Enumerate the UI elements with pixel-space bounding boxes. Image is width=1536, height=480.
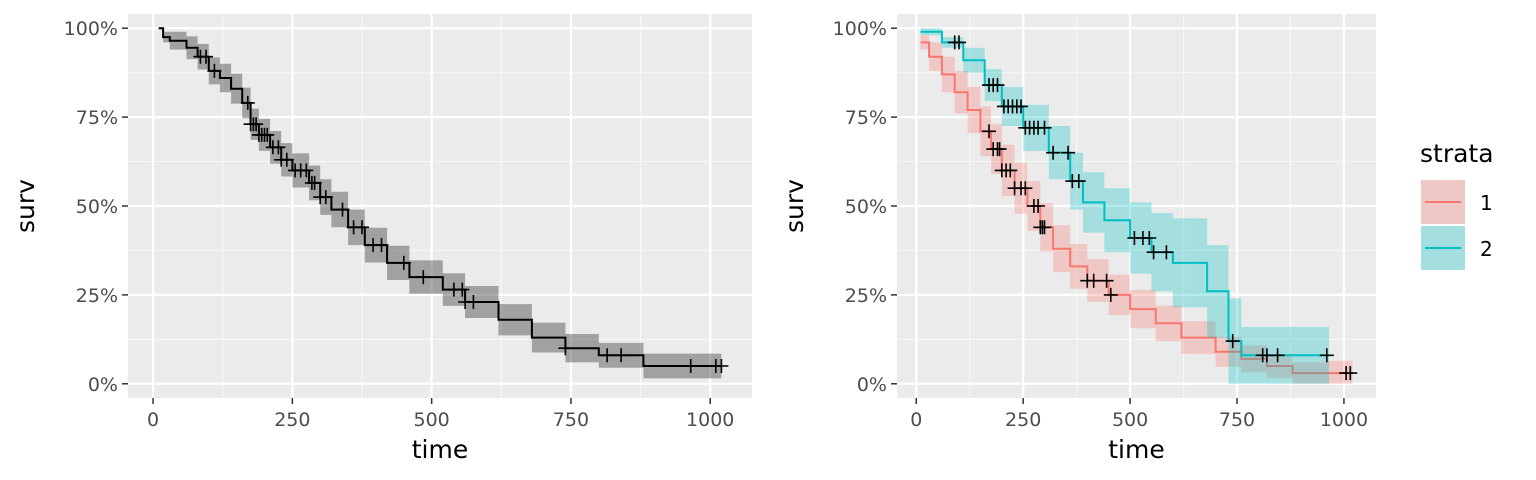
censor-mark <box>307 175 322 190</box>
censor-mark <box>1037 120 1052 135</box>
x-axis-title: time <box>1108 435 1164 464</box>
censor-mark <box>1270 348 1285 363</box>
censor-mark <box>207 63 222 78</box>
censor-mark <box>335 202 350 217</box>
x-tick-label: 750 <box>1219 409 1255 431</box>
y-axis-title: surv <box>11 179 40 233</box>
censor-mark <box>1319 348 1334 363</box>
censor-mark <box>1037 220 1052 235</box>
censor-mark <box>600 348 615 363</box>
x-tick-label: 750 <box>553 409 589 431</box>
confidence-band <box>158 28 722 379</box>
censor-mark <box>990 78 1005 93</box>
censor-mark <box>271 140 286 155</box>
x-tick-label: 250 <box>274 409 310 431</box>
right-survival-plot: 0 250 500 750 1000 0% 25% 50% 75% 100% time surv <box>780 14 1376 464</box>
censor-mark <box>355 220 369 235</box>
censor-mark <box>1146 245 1161 260</box>
confidence-band-strata-1 <box>920 35 1353 384</box>
x-tick-label: 500 <box>414 409 450 431</box>
x-tick-label: 0 <box>147 409 159 431</box>
y-tick-label: 0% <box>88 374 118 396</box>
censor-mark <box>199 49 213 64</box>
survival-curve-strata-1 <box>920 41 1353 375</box>
censor-mark <box>1159 245 1174 260</box>
censor-mark <box>1071 174 1086 189</box>
y-axis-title: surv <box>780 179 809 233</box>
censor-mark <box>1018 181 1033 196</box>
x-tick-label: 1000 <box>686 409 734 431</box>
left-survival-plot: 0 250 500 750 1000 0% 25% 50% 75% 100% time surv <box>11 14 752 464</box>
censor-mark <box>396 255 411 270</box>
censor-mark <box>466 295 481 309</box>
censor-mark <box>952 35 966 50</box>
censor-mark <box>683 359 698 373</box>
survival-curve-strata-2 <box>920 30 1329 357</box>
x-tick-label: 1000 <box>1320 409 1368 431</box>
censor-mark <box>279 152 294 167</box>
censor-mark <box>992 142 1007 157</box>
censor-mark <box>1046 145 1061 160</box>
censor-mark <box>260 127 275 142</box>
censor-mark <box>558 341 573 356</box>
legend-label: 2 <box>1480 237 1493 261</box>
censor-mark <box>416 270 431 285</box>
y-tick-label: 25% <box>845 285 887 307</box>
censor-mark <box>1031 199 1046 213</box>
censor-mark <box>614 348 629 363</box>
x-axis-title: time <box>412 435 468 464</box>
y-tick-label: 75% <box>76 107 118 129</box>
x-tick-label: 0 <box>910 409 922 431</box>
censor-mark <box>240 95 255 110</box>
y-tick-label: 50% <box>76 196 118 218</box>
censor-mark <box>455 282 470 297</box>
legend-label: 1 <box>1480 191 1493 215</box>
censor-mark <box>299 163 314 178</box>
y-tick-label: 100% <box>64 18 118 40</box>
y-tick-label: 0% <box>857 374 887 396</box>
censor-mark <box>249 117 264 132</box>
censor-mark <box>1061 145 1076 160</box>
censor-mark <box>1086 273 1101 288</box>
censor-mark <box>982 124 996 139</box>
strata-legend: strata 1 2 <box>1420 139 1494 270</box>
censor-mark <box>1014 99 1028 114</box>
censor-mark <box>1099 273 1114 288</box>
censor-mark <box>318 190 333 205</box>
censor-mark <box>1343 366 1358 381</box>
censor-mark <box>714 359 729 373</box>
censor-mark <box>1225 334 1240 349</box>
x-tick-label: 500 <box>1112 409 1148 431</box>
censor-mark <box>1142 231 1157 245</box>
censor-mark <box>1103 287 1118 302</box>
censor-mark <box>374 238 389 253</box>
y-tick-label: 100% <box>833 18 887 40</box>
x-tick-label: 250 <box>1005 409 1041 431</box>
censor-mark <box>1003 163 1018 178</box>
legend-title: strata <box>1420 139 1494 168</box>
y-tick-label: 25% <box>76 285 118 307</box>
y-tick-label: 75% <box>845 107 887 129</box>
survival-curve <box>158 27 722 367</box>
y-tick-label: 50% <box>845 196 887 218</box>
